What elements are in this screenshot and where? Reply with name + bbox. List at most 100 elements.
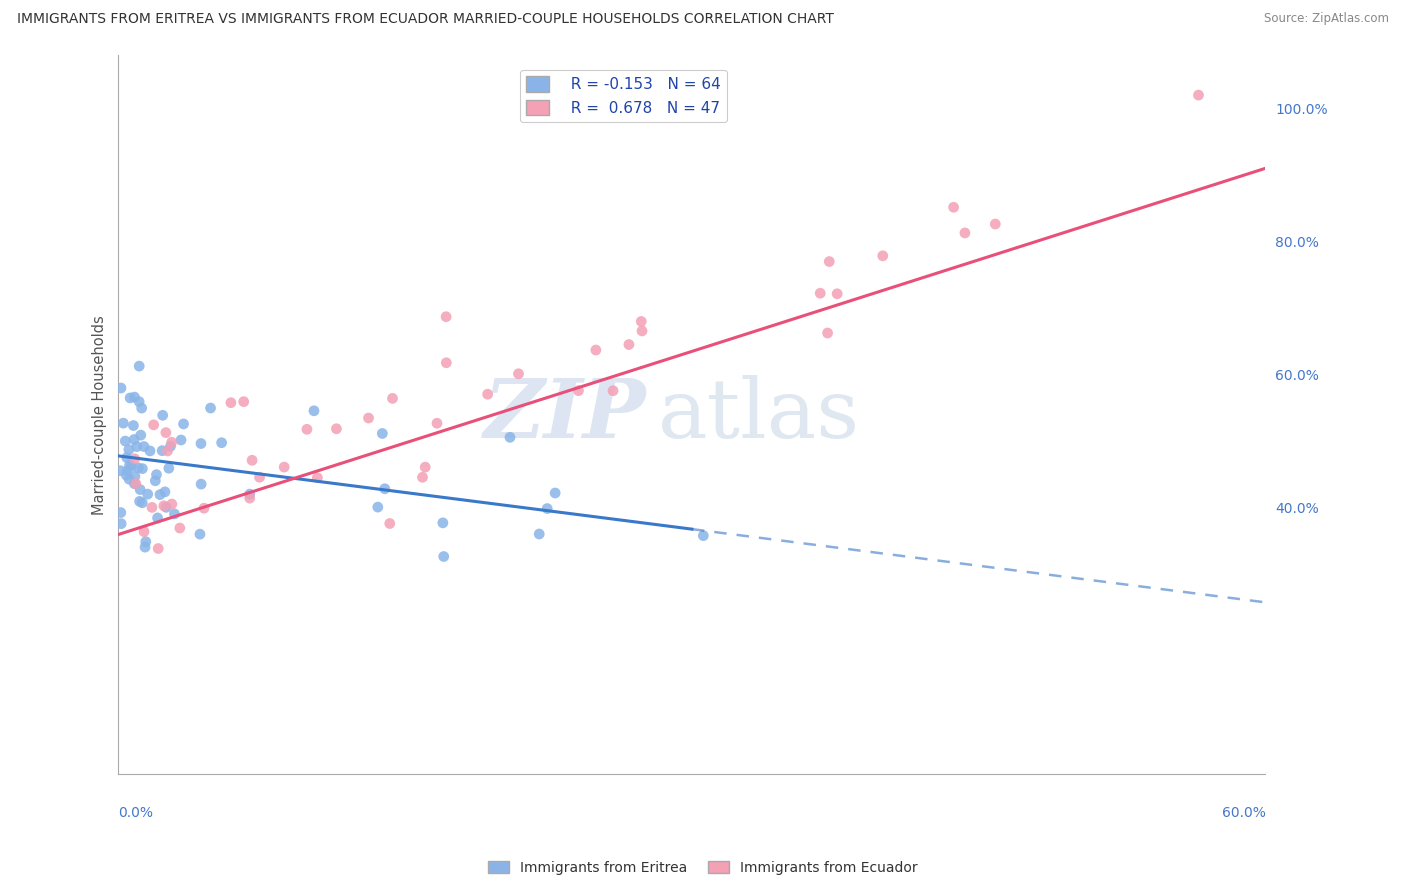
Point	[432, 516, 454, 530]
Point	[118, 458, 141, 472]
Text: 60.0%: 60.0%	[1222, 806, 1265, 821]
Point	[585, 343, 607, 357]
Point	[170, 433, 193, 447]
Point	[110, 516, 132, 531]
Point	[190, 477, 212, 491]
Point	[529, 527, 551, 541]
Point	[371, 426, 394, 441]
Point	[567, 384, 589, 398]
Point	[1187, 88, 1209, 103]
Point	[134, 540, 156, 554]
Point	[132, 524, 155, 539]
Point	[984, 217, 1007, 231]
Point	[160, 435, 183, 450]
Point	[413, 460, 436, 475]
Point	[155, 500, 177, 515]
Point	[219, 395, 242, 409]
Point	[115, 450, 138, 465]
Point	[118, 442, 141, 457]
Point	[188, 527, 211, 541]
Point	[146, 511, 169, 525]
Point	[110, 506, 132, 520]
Point	[617, 337, 640, 351]
Point	[302, 404, 325, 418]
Point	[127, 461, 149, 475]
Text: IMMIGRANTS FROM ERITREA VS IMMIGRANTS FROM ECUADOR MARRIED-COUPLE HOUSEHOLDS COR: IMMIGRANTS FROM ERITREA VS IMMIGRANTS FR…	[17, 12, 834, 26]
Point	[211, 435, 233, 450]
Point	[631, 324, 654, 338]
Point	[142, 417, 165, 432]
Point	[173, 417, 195, 431]
Point	[239, 487, 262, 501]
Point	[131, 496, 153, 510]
Point	[120, 391, 142, 405]
Point	[200, 401, 222, 415]
Point	[817, 326, 839, 340]
Point	[149, 488, 172, 502]
Point	[602, 384, 624, 398]
Point	[307, 471, 329, 485]
Point	[122, 433, 145, 447]
Point	[273, 460, 295, 475]
Point	[125, 476, 148, 491]
Point	[508, 367, 530, 381]
Point	[426, 416, 449, 430]
Text: atlas: atlas	[658, 375, 859, 455]
Point	[131, 401, 153, 416]
Point	[112, 416, 135, 430]
Legend: Immigrants from Eritrea, Immigrants from Ecuador: Immigrants from Eritrea, Immigrants from…	[482, 855, 924, 880]
Point	[118, 472, 141, 486]
Legend:   R = -0.153   N = 64,   R =  0.678   N = 47: R = -0.153 N = 64, R = 0.678 N = 47	[520, 70, 727, 122]
Point	[122, 418, 145, 433]
Point	[114, 434, 136, 448]
Point	[132, 440, 155, 454]
Point	[156, 444, 179, 458]
Point	[499, 430, 522, 444]
Point	[325, 422, 347, 436]
Point	[143, 474, 166, 488]
Point	[139, 444, 162, 458]
Point	[152, 409, 174, 423]
Point	[160, 497, 183, 511]
Point	[115, 468, 138, 483]
Point	[249, 470, 271, 484]
Point	[141, 500, 163, 515]
Point	[374, 482, 396, 496]
Point	[825, 286, 848, 301]
Point	[367, 500, 389, 515]
Point	[125, 440, 148, 454]
Point	[240, 453, 263, 467]
Point	[124, 451, 146, 466]
Point	[169, 521, 191, 535]
Point	[124, 469, 146, 483]
Point	[433, 549, 456, 564]
Point	[193, 501, 215, 516]
Point	[124, 390, 146, 404]
Point	[128, 394, 150, 409]
Point	[232, 394, 254, 409]
Point	[120, 459, 142, 474]
Point	[159, 439, 181, 453]
Point	[872, 249, 894, 263]
Point	[145, 467, 167, 482]
Point	[357, 411, 380, 425]
Point	[544, 486, 567, 500]
Point	[412, 470, 434, 484]
Point	[153, 499, 176, 513]
Point	[129, 483, 152, 497]
Text: 0.0%: 0.0%	[118, 806, 153, 821]
Point	[434, 310, 457, 324]
Point	[381, 392, 404, 406]
Point	[136, 487, 159, 501]
Text: Source: ZipAtlas.com: Source: ZipAtlas.com	[1264, 12, 1389, 25]
Point	[155, 425, 177, 440]
Point	[129, 428, 152, 442]
Point	[124, 476, 146, 491]
Point	[110, 381, 132, 395]
Point	[692, 528, 714, 542]
Point	[128, 359, 150, 373]
Point	[148, 541, 170, 556]
Point	[536, 501, 558, 516]
Point	[128, 494, 150, 508]
Point	[163, 507, 186, 521]
